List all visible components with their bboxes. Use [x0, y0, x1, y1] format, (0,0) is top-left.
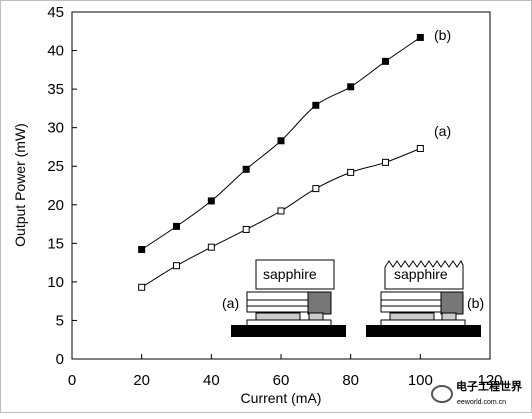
inset-a-sapphire [255, 259, 335, 290]
inset-a-epi-layer [246, 291, 311, 301]
inset-a-epi-layer-2 [246, 299, 311, 307]
inset-b-epi-layer-2 [380, 299, 445, 307]
data-point-b [312, 101, 320, 109]
tick-labels: 0 20 40 60 80 100 120 0 5 10 15 20 25 30 35 40 45 [47, 4, 502, 389]
data-point-b [382, 57, 389, 65]
data-point-a [312, 185, 320, 193]
axis-ticks [71, 11, 491, 360]
data-point-b [416, 33, 424, 41]
y-tick-label: 20 [47, 197, 64, 214]
inset-a-mesa [307, 291, 332, 315]
y-tick-label: 35 [47, 81, 64, 98]
watermark-logo-icon [431, 385, 453, 403]
y-tick-label: 45 [47, 4, 64, 21]
watermark-title: 电子工程世界 [456, 379, 522, 393]
x-tick-label: 40 [203, 372, 220, 389]
data-point-a [173, 262, 180, 270]
data-point-b [277, 137, 285, 145]
inset-structure-a: sapphire (a) [222, 259, 346, 337]
data-point-b [173, 222, 180, 230]
inset-b-heatsink [366, 325, 481, 337]
data-point-a [277, 207, 285, 215]
y-axis-title: Output Power (mW) [12, 123, 28, 247]
data-point-b [347, 83, 355, 91]
data-point-a [242, 225, 250, 233]
data-point-a [416, 144, 424, 152]
inset-b-mesa [440, 291, 464, 315]
data-point-b [138, 246, 146, 254]
inset-b-epi-layer-3 [380, 305, 445, 313]
y-tick-label: 10 [47, 274, 64, 291]
data-point-a [138, 283, 146, 291]
y-tick-label: 30 [47, 120, 64, 137]
inset-a-heatsink [231, 325, 346, 337]
y-tick-label: 40 [47, 43, 64, 60]
y-tick-label: 25 [47, 158, 64, 175]
series-label-b: (b) [434, 27, 451, 43]
inset-a-sapphire-label: sapphire [263, 266, 317, 282]
data-point-b [207, 197, 215, 205]
inset-b-epi-layer [380, 291, 445, 301]
series-label-a: (a) [434, 123, 451, 139]
series-group [138, 33, 424, 291]
x-tick-label: 60 [273, 372, 290, 389]
data-point-a [347, 168, 355, 176]
inset-a-label: (a) [222, 295, 239, 311]
eeworld-watermark: 电子工程世界 eeworld.com.cn [431, 379, 522, 406]
inset-b-textured-sapphire [384, 260, 464, 290]
inset-b-sapphire-label: sapphire [394, 266, 448, 282]
x-tick-label: 0 [68, 372, 76, 389]
x-axis-title: Current (mA) [241, 390, 322, 406]
data-point-a [382, 158, 389, 166]
y-tick-label: 15 [47, 235, 64, 252]
inset-structure-b: sapphire (b) [366, 260, 484, 337]
y-tick-label: 5 [56, 312, 64, 329]
data-point-a [207, 243, 215, 251]
watermark-site: eeworld.com.cn [457, 399, 506, 406]
x-tick-label: 100 [408, 372, 433, 389]
inset-b-label: (b) [467, 295, 484, 311]
x-tick-label: 80 [342, 372, 359, 389]
x-tick-label: 20 [133, 372, 150, 389]
data-point-b [242, 165, 250, 173]
x-tick-label: 120 [477, 372, 502, 389]
y-tick-label: 0 [56, 351, 64, 368]
inset-a-epi-layer-3 [246, 305, 311, 313]
